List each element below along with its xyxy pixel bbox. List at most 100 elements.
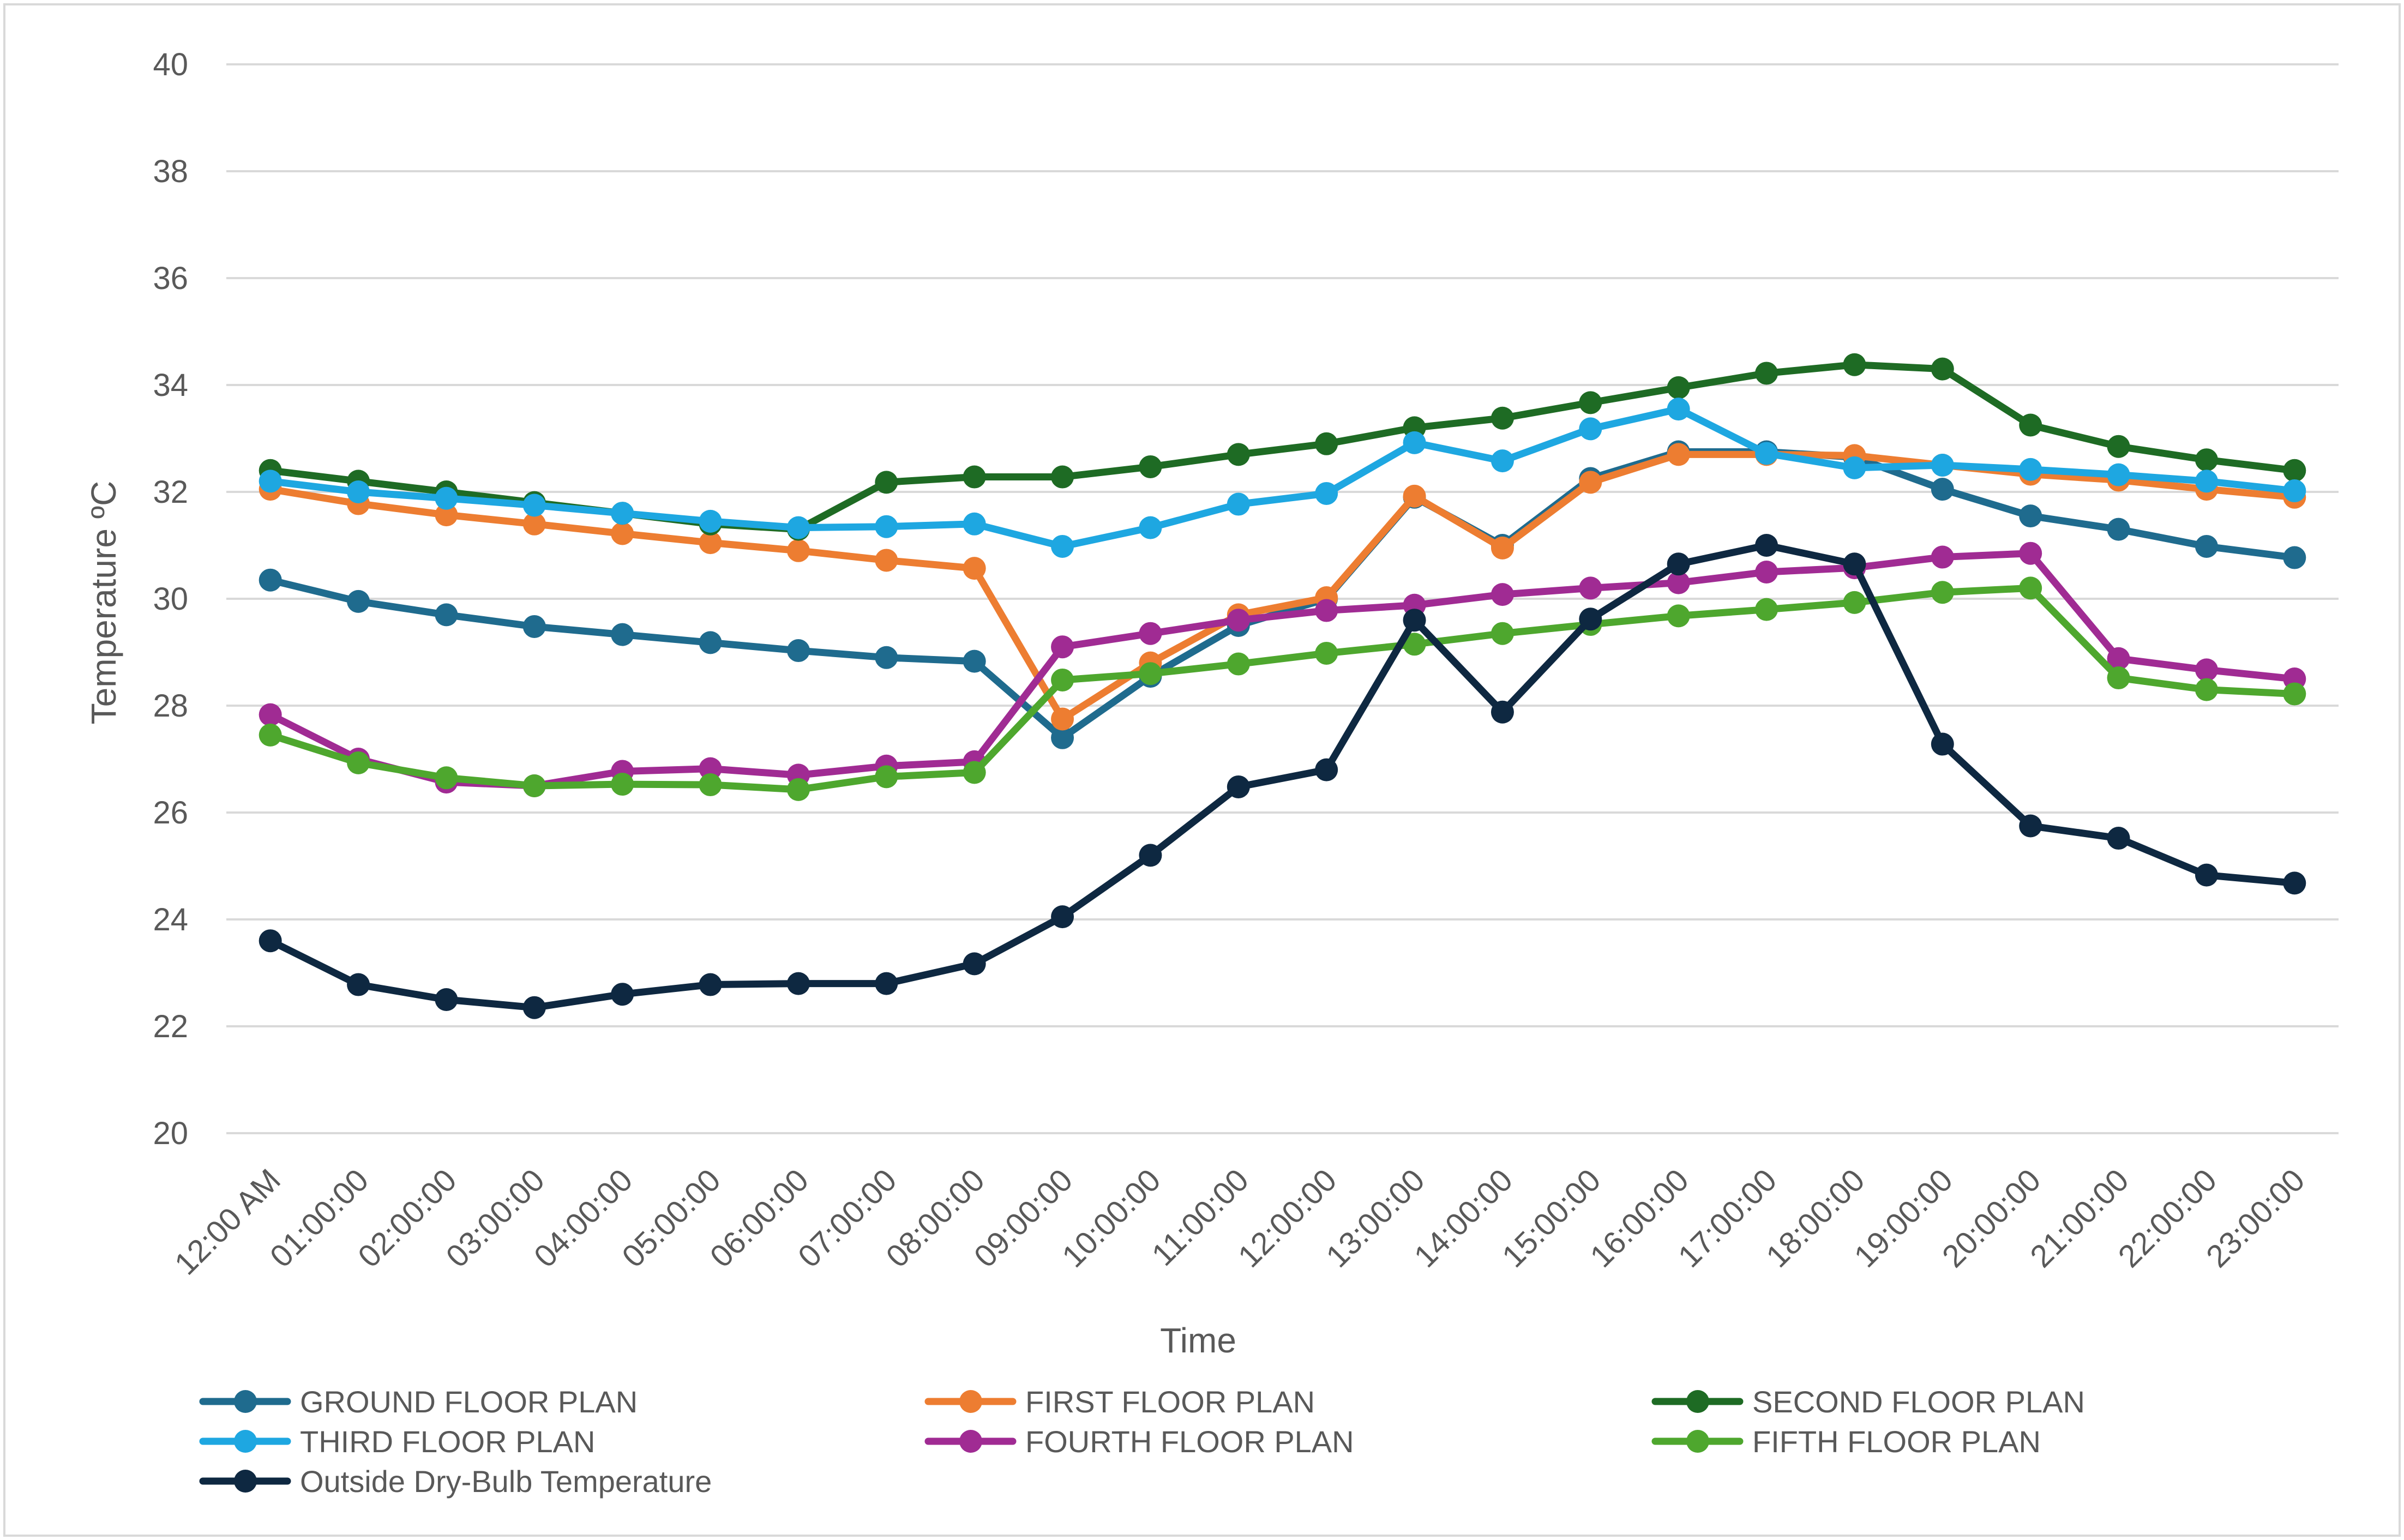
data-point [1139, 844, 1162, 867]
data-point [435, 486, 458, 510]
data-point [1491, 536, 1514, 560]
data-point [1315, 482, 1338, 505]
legend-label: FOURTH FLOOR PLAN [1025, 1424, 1354, 1459]
data-point [1051, 635, 1074, 659]
data-point [1051, 707, 1074, 731]
data-point [2283, 546, 2306, 569]
data-point [1931, 545, 1954, 569]
data-point [1315, 432, 1338, 455]
data-point [1931, 357, 1954, 381]
data-point [1579, 391, 1602, 414]
data-point [963, 465, 986, 489]
legend-label: FIFTH FLOOR PLAN [1752, 1424, 2041, 1459]
data-point [699, 531, 722, 555]
legend-swatch-marker [1686, 1390, 1709, 1413]
legend: GROUND FLOOR PLAN FIRST FLOOR PLAN SECOND … [199, 1385, 2085, 1499]
data-point [963, 761, 986, 784]
data-point [699, 973, 722, 996]
data-point [1051, 534, 1074, 558]
series-4 [259, 398, 2306, 558]
data-point [347, 480, 370, 503]
data-point [2195, 678, 2218, 701]
data-point [2195, 448, 2218, 472]
data-point [875, 471, 898, 494]
data-point [611, 983, 634, 1006]
data-point [963, 649, 986, 673]
data-point [522, 494, 546, 517]
data-point [259, 723, 282, 747]
data-point [786, 639, 810, 663]
series-lines [259, 353, 2306, 1019]
y-tick-label: 34 [153, 368, 188, 403]
data-point [347, 589, 370, 613]
data-point [1667, 398, 1690, 421]
data-point [1667, 376, 1690, 399]
legend-item: SECOND FLOOR PLAN [1651, 1385, 2085, 1419]
data-point [875, 972, 898, 995]
data-point [1755, 598, 1778, 621]
y-tick-label: 20 [153, 1116, 188, 1151]
data-point [1755, 561, 1778, 583]
y-tick-label: 24 [153, 902, 188, 937]
legend-item: GROUND FLOOR PLAN [199, 1385, 638, 1419]
data-point [522, 512, 546, 536]
data-point [1403, 431, 1426, 454]
legend-label: Outside Dry-Bulb Temperature [300, 1464, 712, 1499]
data-point [699, 773, 722, 797]
data-point [1139, 455, 1162, 478]
x-axis-title: Time [1160, 1321, 1236, 1360]
data-point [1843, 591, 1866, 614]
data-point [1315, 641, 1338, 665]
data-point [875, 646, 898, 669]
data-point [786, 516, 810, 539]
data-point [259, 470, 282, 493]
data-point [611, 522, 634, 545]
series-line [267, 542, 2298, 1012]
data-point [1315, 758, 1338, 781]
data-point [1667, 552, 1690, 576]
y-axis-title: Temperature ºC [84, 481, 123, 725]
data-point [699, 631, 722, 654]
y-tick-label: 26 [153, 795, 188, 831]
data-point [2195, 863, 2218, 887]
legend-item: THIRD FLOOR PLAN [199, 1424, 595, 1459]
data-point [2195, 658, 2218, 682]
data-point [347, 751, 370, 774]
y-tick-label: 38 [153, 154, 188, 189]
data-point [435, 503, 458, 527]
data-point [1315, 599, 1338, 622]
data-point [875, 765, 898, 789]
data-point [1579, 417, 1602, 441]
data-point [2195, 534, 2218, 558]
y-tick-label: 32 [153, 474, 188, 510]
data-point [1403, 484, 1426, 508]
legend-label: THIRD FLOOR PLAN [300, 1424, 595, 1459]
data-point [1931, 732, 1954, 756]
data-point [2107, 647, 2130, 670]
y-tick-label: 30 [153, 581, 188, 617]
data-point [2283, 459, 2306, 482]
data-point [1051, 905, 1074, 929]
data-point [699, 509, 722, 533]
data-point [1931, 454, 1954, 477]
data-point [1403, 609, 1426, 632]
legend-swatch-marker [959, 1430, 982, 1453]
data-point [1227, 652, 1250, 676]
data-point [1491, 449, 1514, 473]
data-point [1755, 534, 1778, 557]
data-point [875, 549, 898, 572]
data-point [1227, 609, 1250, 632]
data-point [1227, 443, 1250, 466]
series-line [267, 550, 2298, 790]
data-point [1491, 583, 1514, 606]
data-point [1491, 700, 1514, 724]
legend-label: FIRST FLOOR PLAN [1025, 1385, 1315, 1419]
data-point [1227, 492, 1250, 516]
data-point [611, 623, 634, 646]
series-line [267, 584, 2298, 793]
data-point [1051, 726, 1074, 749]
data-point [963, 512, 986, 536]
data-point [435, 988, 458, 1011]
data-point [2019, 814, 2042, 838]
data-point [1931, 478, 1954, 501]
